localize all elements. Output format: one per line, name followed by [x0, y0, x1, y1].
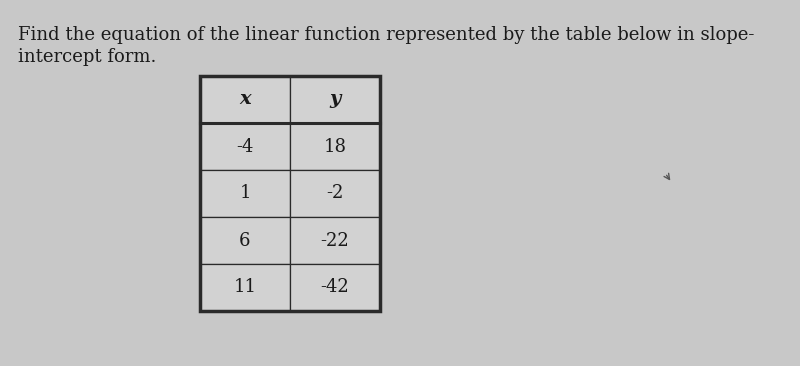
Text: 1: 1: [239, 184, 250, 202]
Bar: [200, 123, 290, 170]
Text: -42: -42: [321, 279, 350, 296]
Bar: [290, 217, 380, 264]
Bar: [200, 217, 290, 264]
Bar: [200, 76, 380, 311]
Text: 11: 11: [234, 279, 257, 296]
Bar: [290, 264, 380, 311]
Text: Find the equation of the linear function represented by the table below in slope: Find the equation of the linear function…: [18, 26, 754, 44]
Text: 18: 18: [323, 138, 346, 156]
Text: -2: -2: [326, 184, 344, 202]
Bar: [200, 170, 290, 217]
Text: intercept form.: intercept form.: [18, 48, 156, 66]
Text: y: y: [330, 90, 341, 108]
Text: -22: -22: [321, 232, 350, 250]
Text: x: x: [239, 90, 251, 108]
Bar: [290, 170, 380, 217]
Bar: [290, 76, 380, 123]
Text: 6: 6: [239, 232, 250, 250]
Text: -4: -4: [236, 138, 254, 156]
Bar: [200, 76, 290, 123]
Bar: [290, 123, 380, 170]
Bar: [200, 264, 290, 311]
